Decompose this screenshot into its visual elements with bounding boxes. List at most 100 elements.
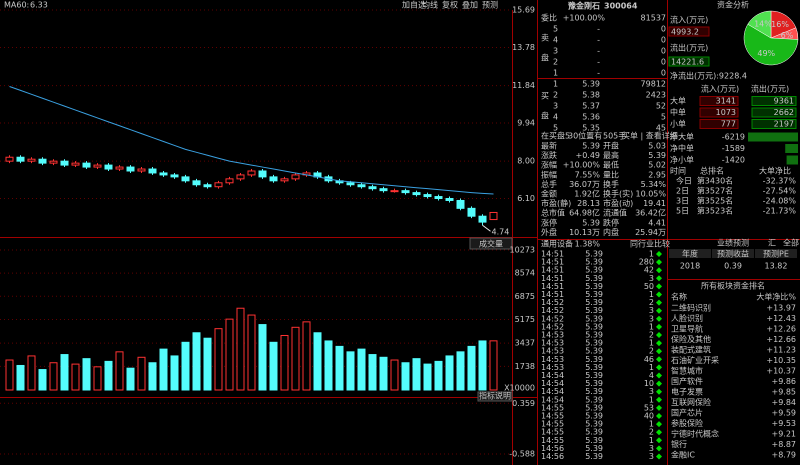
net-bar [785, 144, 798, 153]
fund-cell [751, 119, 797, 129]
sector-name[interactable]: 保险及其他 [671, 334, 711, 344]
trade-arrow [656, 275, 662, 282]
toolbar-button[interactable]: 预测 [482, 0, 498, 10]
forecast-header: 预测收益 [717, 249, 749, 259]
trade-arrow [656, 380, 662, 387]
rank-period: 3日 [676, 197, 689, 206]
candle-body [104, 164, 113, 170]
trade-price: 5.39 [585, 444, 603, 453]
candle-body [247, 170, 256, 176]
volume-bar [412, 358, 421, 391]
trade-time: 14:54 [541, 395, 564, 404]
toolbar-button[interactable]: 加自选 [402, 0, 426, 10]
sector-name[interactable]: 互联网保险 [671, 397, 711, 407]
candle-body [478, 215, 487, 223]
net-bar [748, 132, 798, 142]
trade-time: 14:55 [541, 436, 564, 445]
book-volume: 0 [661, 25, 666, 34]
y-tick-label: 8574 [515, 269, 535, 278]
volume-bar [148, 362, 157, 391]
book-level: 5 [553, 25, 558, 34]
sector-name[interactable]: 石油矿业开采 [671, 355, 719, 365]
forecast-header: 年度 [682, 249, 698, 259]
toolbar-button[interactable]: 均线 [422, 0, 438, 10]
quote-label: 市盈(静) [541, 198, 571, 208]
sector-name[interactable]: 宁德时代概念 [671, 429, 719, 439]
quote-value: 5.39 [582, 218, 600, 227]
volume-bar [324, 340, 333, 391]
sector-name[interactable]: 国产芯片 [671, 408, 703, 418]
forecast-link[interactable]: 汇 [768, 239, 776, 248]
trades-compare[interactable]: 同行业比较 [630, 239, 670, 249]
volume-bar [192, 332, 201, 391]
volume-bar [93, 366, 102, 391]
quote-value: 5.02 [648, 161, 666, 170]
indicator-label[interactable]: 指标说明 [479, 391, 511, 401]
trade-price: 5.39 [585, 387, 603, 396]
trade-time: 14:55 [541, 420, 564, 429]
candle-body [148, 168, 157, 174]
ratio-value: +100.00% [563, 14, 606, 23]
sector-ratio: +9.86 [771, 377, 796, 386]
quote-value: 7.55% [575, 170, 601, 179]
quote-value: +10.00% [563, 161, 601, 170]
forecast-link[interactable]: 全部 [783, 238, 799, 248]
sector-name[interactable]: 参股保险 [671, 418, 703, 428]
sector-name[interactable]: 卫星导航 [671, 324, 703, 334]
sector-name[interactable]: 电子发票 [671, 387, 703, 397]
quote-label: 量比 [603, 169, 619, 179]
sector-name[interactable]: 国产软件 [671, 376, 703, 386]
toolbar-button[interactable]: 复权 [442, 0, 458, 10]
quote-label: 涨跌 [541, 150, 557, 160]
toolbar-button[interactable]: 叠加 [462, 0, 478, 10]
sector-name[interactable]: 金融IC [671, 450, 695, 460]
inflow-label: 流入(万元) [670, 15, 708, 25]
sectors-header: 名称 [671, 292, 687, 302]
volume-label[interactable]: 成交量 [479, 239, 503, 249]
trade-volume: 1 [649, 322, 654, 331]
indicator-tab[interactable] [477, 391, 513, 402]
book-level: 2 [553, 58, 558, 67]
trade-volume: 3 [649, 306, 654, 315]
trade-volume: 1 [649, 395, 654, 404]
trade-arrow [656, 437, 662, 444]
net-value: -1589 [722, 144, 745, 153]
rank-position: 第3430名 [697, 176, 733, 186]
sector-name[interactable]: 二维码识别 [671, 303, 711, 313]
pie-slice [747, 10, 772, 39]
volume-bar [445, 355, 454, 391]
y-tick-label: 0.359 [512, 399, 535, 408]
trade-time: 14:51 [541, 282, 564, 291]
trade-price: 5.39 [585, 331, 603, 340]
sell-label: 盘 [541, 53, 549, 63]
net-flow: 净流出(万元):9228.4 [670, 71, 747, 81]
volume-bar [82, 358, 91, 391]
volume-tab[interactable] [469, 237, 513, 250]
net-label: 净中单 [670, 143, 694, 153]
book-level: 1 [553, 80, 558, 89]
y-tick-label: 6875 [515, 292, 535, 301]
trade-volume: 280 [639, 258, 654, 267]
book-volume: 79812 [641, 80, 666, 89]
sector-name[interactable]: 人脸识别 [671, 313, 703, 323]
pie-label: 49% [757, 49, 775, 58]
quote-value: 19.41 [643, 199, 666, 208]
rank-ratio: -21.73% [763, 207, 797, 216]
candle-body [269, 176, 278, 182]
candle-body [49, 160, 58, 164]
fund-cell [699, 119, 739, 129]
candle-body [368, 186, 377, 190]
candle-body [423, 194, 432, 198]
quote-value: 5.39 [582, 142, 600, 151]
book-note[interactable]: 买单 | 查看详细 [622, 131, 678, 141]
net-label: 净小单 [670, 155, 694, 165]
sector-name[interactable]: 智慧城市 [671, 366, 703, 376]
book-level: 3 [553, 47, 558, 56]
volume-bar [5, 359, 14, 391]
fund-inflow: 1073 [716, 108, 736, 117]
sector-name[interactable]: 装配式建筑 [671, 345, 711, 355]
book-volume: 0 [661, 58, 666, 67]
sector-name[interactable]: 银行 [671, 439, 687, 449]
trade-price: 5.39 [585, 266, 603, 275]
candle-body [137, 168, 146, 172]
